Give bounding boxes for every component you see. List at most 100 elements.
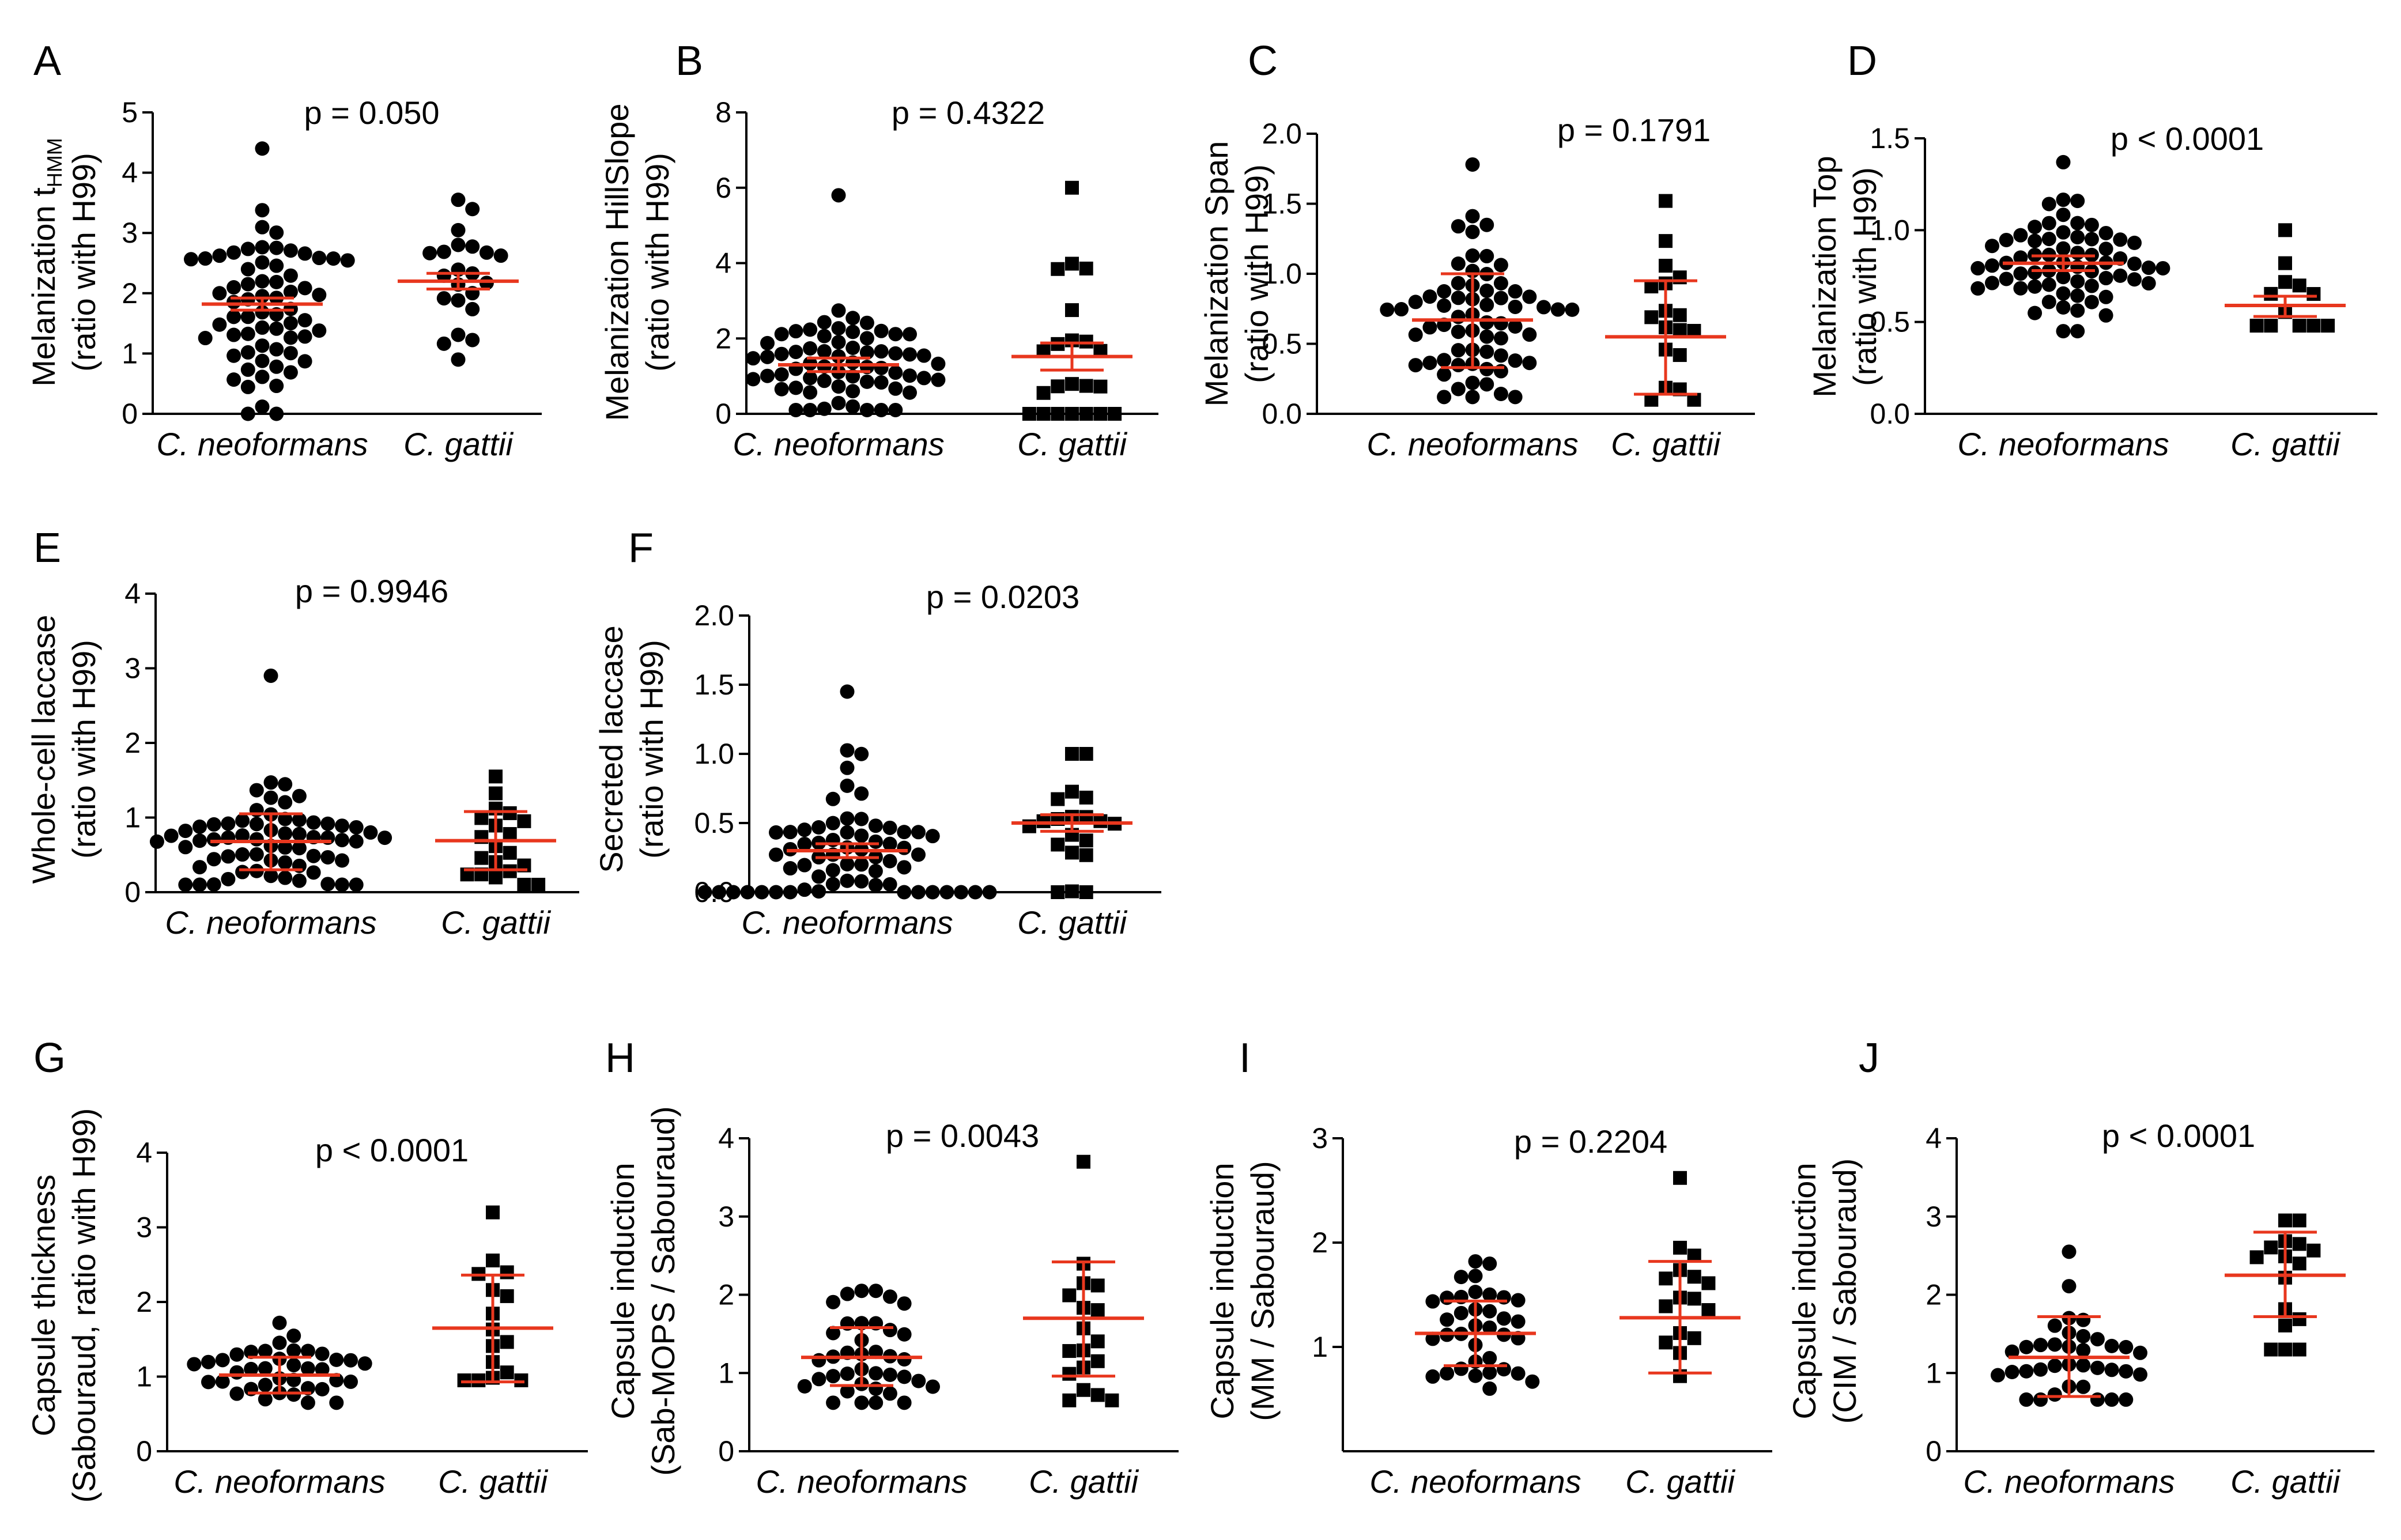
data-point-circle <box>258 1392 273 1407</box>
data-point-circle <box>740 885 755 900</box>
data-point-circle <box>255 289 270 304</box>
data-point-circle <box>343 1353 358 1368</box>
category-label: C. gattii <box>2230 426 2340 462</box>
data-point-circle <box>340 253 355 268</box>
data-point-square <box>2278 275 2292 289</box>
data-point-circle <box>859 345 874 360</box>
data-point-square <box>2264 286 2278 301</box>
data-point-square <box>517 878 531 892</box>
data-point-circle <box>1440 1312 1455 1327</box>
data-point-circle <box>226 327 241 342</box>
data-point-circle <box>283 365 298 380</box>
panel-a: Ap = 0.050 0 1 2 3 4 5 Melanization tHMM(ratio … <box>25 38 542 462</box>
data-point-circle <box>451 293 466 308</box>
data-point-circle <box>854 857 869 872</box>
data-point-circle <box>178 824 193 839</box>
data-point-circle <box>2019 1392 2034 1407</box>
y-tick-label: 0 <box>122 398 138 430</box>
y-axis-label-line-1: Capsule induction <box>1786 1162 1822 1419</box>
panel-label: A <box>33 38 61 84</box>
data-point-circle <box>229 1365 244 1380</box>
data-point-circle <box>845 311 860 326</box>
data-point-circle <box>363 825 378 840</box>
data-point-square <box>1051 792 1065 806</box>
data-point-circle <box>292 826 307 841</box>
data-point-square <box>1065 747 1079 761</box>
panel-label: G <box>33 1035 66 1081</box>
data-point-circle <box>911 825 926 840</box>
data-point-square <box>2306 287 2321 301</box>
data-point-circle <box>840 1286 855 1301</box>
data-point-circle <box>2056 225 2071 240</box>
y-tick-label: 1 <box>122 337 138 369</box>
y-axis-label: Melanization HillSlope (ratio with H99) <box>599 104 675 421</box>
y-axis-label: Melanization Top (ratio with H99) <box>1806 156 1883 397</box>
data-point-circle <box>897 1296 912 1311</box>
data-point-square <box>2292 1213 2306 1228</box>
data-point-circle <box>1522 289 1537 304</box>
data-point-circle <box>300 1361 315 1376</box>
data-point-circle <box>760 368 775 383</box>
data-point-circle <box>255 369 270 384</box>
y-tick-label: 2 <box>1312 1226 1328 1259</box>
data-point-circle <box>269 258 284 273</box>
data-point-circle <box>335 877 349 892</box>
data-point-circle <box>312 251 327 266</box>
data-point-circle <box>306 848 321 863</box>
data-point-circle <box>2104 1362 2119 1377</box>
data-point-circle <box>212 317 227 332</box>
category-label: C. gattii <box>1017 426 1127 462</box>
data-point-circle <box>215 1353 230 1368</box>
data-point-circle <box>831 379 846 394</box>
data-point-circle <box>911 1373 926 1388</box>
p-value: p = 0.0043 <box>886 1118 1039 1154</box>
data-point-circle <box>817 359 832 374</box>
data-point-square <box>2264 1342 2278 1357</box>
data-point-circle <box>201 1354 216 1369</box>
data-point-square <box>1673 323 1687 337</box>
data-point-circle <box>2056 324 2071 339</box>
data-point-square <box>500 1365 514 1380</box>
data-point-circle <box>255 320 270 335</box>
data-point-circle <box>1437 353 1452 368</box>
data-point-circle <box>746 351 761 366</box>
data-point-circle <box>335 853 349 868</box>
data-point-circle <box>903 385 917 400</box>
data-point-square <box>503 827 517 841</box>
data-point-circle <box>826 1294 841 1309</box>
panel-h: Hp = 0.0043 0 1 2 3 4 Capsule induction (Sab-MO… <box>605 1035 1179 1500</box>
data-point-circle <box>2070 229 2085 244</box>
category-label: C. gattii <box>403 426 514 462</box>
category-label: C. gattii <box>441 904 551 941</box>
data-point-circle <box>2033 1338 2048 1353</box>
data-point-square <box>2278 1342 2292 1357</box>
data-point-circle <box>840 760 855 775</box>
data-point-circle <box>240 406 255 421</box>
data-point-circle <box>300 1395 315 1410</box>
data-point-circle <box>783 861 798 876</box>
data-point-circle <box>235 847 250 862</box>
data-point-circle <box>2127 235 2142 250</box>
data-point-square <box>1065 256 1079 271</box>
data-point-circle <box>825 816 840 831</box>
y-tick-label: 2 <box>1926 1279 1942 1311</box>
data-point-circle <box>2141 261 2156 275</box>
y-tick-label: 0.5 <box>1870 306 1910 338</box>
data-point-circle <box>258 1343 273 1358</box>
data-point-circle <box>283 284 298 299</box>
y-axis-label: Capsule induction (MM / Sabouraud) <box>1204 1161 1281 1421</box>
data-point-circle <box>269 342 284 357</box>
data-point-circle <box>2098 289 2113 304</box>
data-point-square <box>1673 1171 1687 1185</box>
data-point-square <box>2278 1318 2292 1333</box>
data-point-circle <box>2019 1364 2034 1379</box>
y-axis-label: Secreted laccase (ratio with H99) <box>593 625 670 873</box>
data-point-circle <box>1465 157 1480 172</box>
data-point-circle <box>2070 216 2085 231</box>
y-axis-label-line-2: (ratio with H99) <box>633 640 670 859</box>
data-point-circle <box>2062 1279 2077 1294</box>
data-point-circle <box>187 1357 202 1372</box>
data-point-circle <box>954 885 969 900</box>
data-point-circle <box>826 1395 841 1410</box>
data-point-circle <box>1465 375 1480 390</box>
